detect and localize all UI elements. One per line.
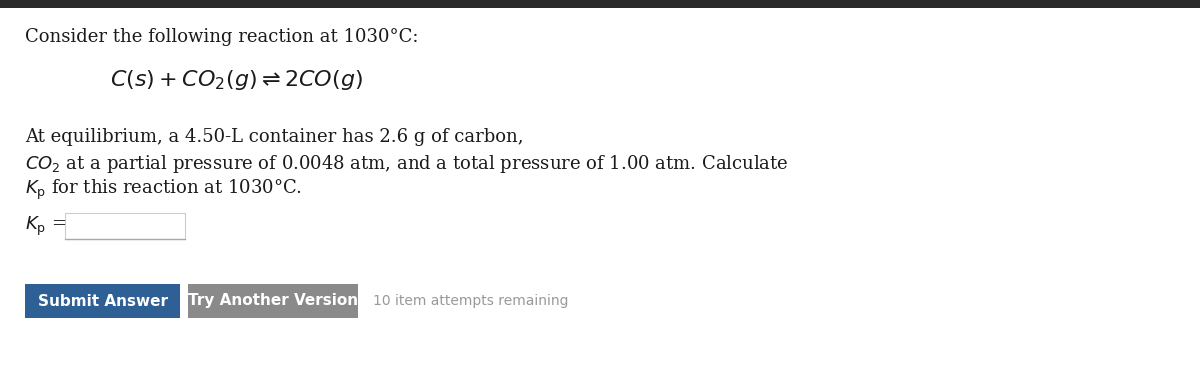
Text: Try Another Version: Try Another Version: [188, 293, 358, 309]
Text: 10 item attempts remaining: 10 item attempts remaining: [373, 294, 569, 308]
Text: Consider the following reaction at 1030°C:: Consider the following reaction at 1030°…: [25, 28, 419, 46]
Text: $K_\mathrm{p}$ =: $K_\mathrm{p}$ =: [25, 215, 66, 238]
Text: $K_\mathrm{p}$ for this reaction at 1030°C.: $K_\mathrm{p}$ for this reaction at 1030…: [25, 178, 302, 202]
Bar: [0, 0, 1200, 8]
Text: Submit Answer: Submit Answer: [37, 293, 168, 309]
Bar: [65, 213, 185, 239]
Bar: [25, 284, 180, 318]
Text: At equilibrium, a 4.50-L container has 2.6 g of carbon,: At equilibrium, a 4.50-L container has 2…: [25, 128, 523, 146]
Text: $C(s) + CO_2(g) \rightleftharpoons 2CO(g)$: $C(s) + CO_2(g) \rightleftharpoons 2CO(g…: [110, 68, 362, 92]
Text: $CO_2$ at a partial pressure of 0.0048 atm, and a total pressure of 1.00 atm. Ca: $CO_2$ at a partial pressure of 0.0048 a…: [25, 153, 788, 175]
Bar: [188, 284, 358, 318]
